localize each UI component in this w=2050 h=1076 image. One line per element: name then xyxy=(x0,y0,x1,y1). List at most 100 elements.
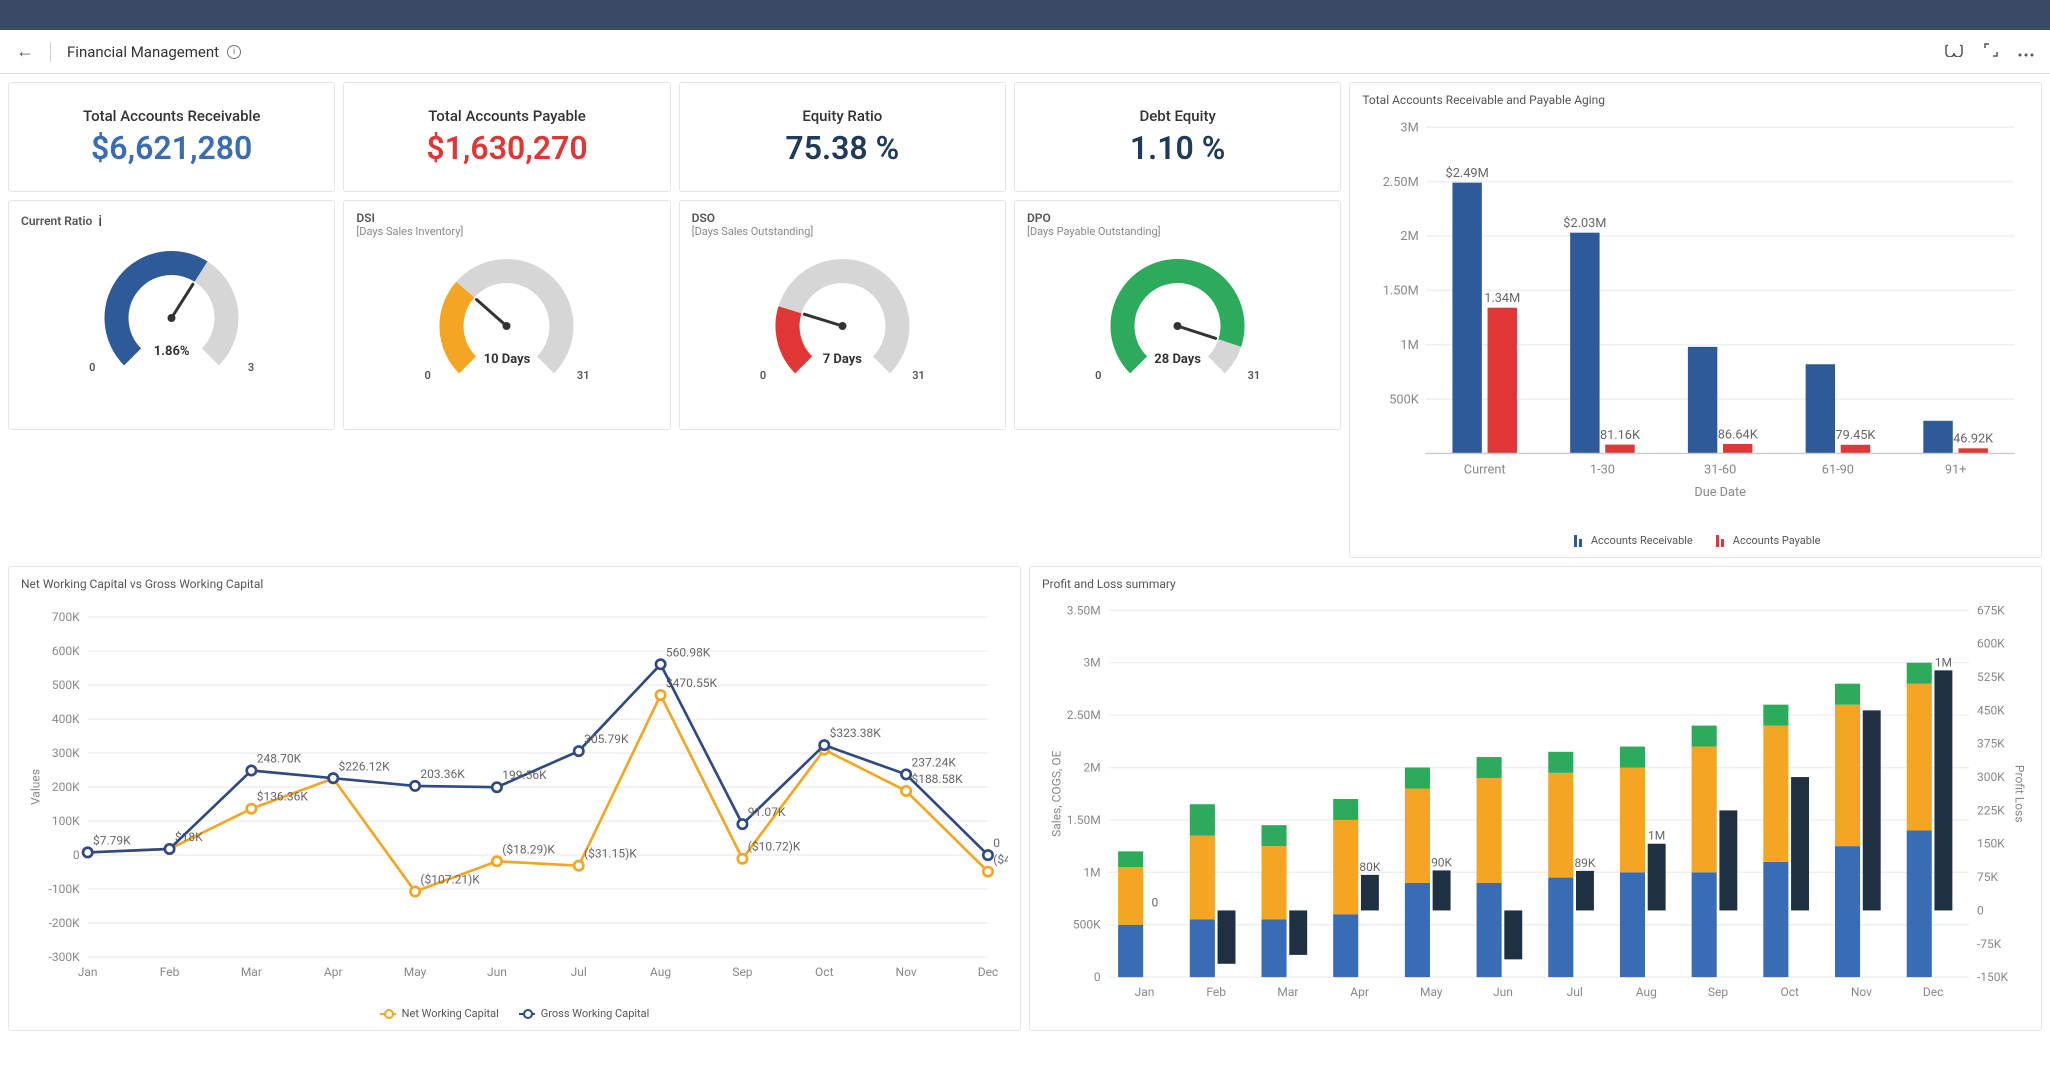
gauge-dso[interactable]: DSO[Days Sales Outstanding]7 Days031 xyxy=(679,200,1006,430)
svg-text:May: May xyxy=(404,965,427,979)
svg-text:Feb: Feb xyxy=(160,965,180,979)
svg-text:237.24K: 237.24K xyxy=(911,756,956,770)
gauge-minmax: 031 xyxy=(424,369,589,382)
info-icon[interactable]: i xyxy=(98,211,102,230)
svg-text:$2.03M: $2.03M xyxy=(1564,216,1607,231)
gauge-sublabel: [Days Sales Outstanding] xyxy=(692,225,993,238)
svg-text:600K: 600K xyxy=(52,644,80,658)
svg-text:305.79K: 305.79K xyxy=(584,732,629,746)
svg-text:$188.58K: $188.58K xyxy=(911,772,963,786)
aging-chart-title: Total Accounts Receivable and Payable Ag… xyxy=(1362,93,2029,107)
svg-text:1.34M: 1.34M xyxy=(1485,291,1521,306)
gauge-value: 10 Days xyxy=(484,352,531,367)
svg-text:Jul: Jul xyxy=(571,965,587,979)
aging-chart: 500K1M1.50M2M2.50M3M$2.49M1.34MCurrent$2… xyxy=(1362,113,2029,524)
svg-text:3.50M: 3.50M xyxy=(1067,604,1101,618)
gauge-sublabel: [Days Payable Outstanding] xyxy=(1027,225,1328,238)
gauge-minmax: 031 xyxy=(760,369,925,382)
svg-text:2.50M: 2.50M xyxy=(1383,175,1419,190)
svg-text:1M: 1M xyxy=(1083,866,1100,880)
kpi-debt-value: 1.10 % xyxy=(1027,129,1328,167)
svg-text:($48.50)K: ($48.50)K xyxy=(993,853,1008,867)
svg-text:Profit Loss: Profit Loss xyxy=(2013,765,2027,823)
kpi-equity-title: Equity Ratio xyxy=(692,107,993,125)
svg-text:248.70K: 248.70K xyxy=(257,752,302,766)
svg-text:3M: 3M xyxy=(1083,656,1100,670)
svg-text:Jan: Jan xyxy=(78,965,98,979)
svg-text:203.36K: 203.36K xyxy=(420,767,465,781)
svg-text:($10.72)K: ($10.72)K xyxy=(748,840,801,854)
more-icon[interactable] xyxy=(2018,42,2034,61)
svg-text:$2.49M: $2.49M xyxy=(1446,166,1489,181)
svg-text:89K: 89K xyxy=(1574,856,1595,870)
working-capital-chart: -300K-200K-100K0100K200K300K400K500K600K… xyxy=(21,597,1008,997)
svg-text:75K: 75K xyxy=(1977,870,1998,884)
svg-text:1M: 1M xyxy=(1648,829,1665,843)
svg-text:200K: 200K xyxy=(52,780,80,794)
gauge-value: 28 Days xyxy=(1154,352,1201,367)
gauge-dpo[interactable]: DPO[Days Payable Outstanding]28 Days031 xyxy=(1014,200,1341,430)
kpi-receivable[interactable]: Total Accounts Receivable $6,621,280 xyxy=(8,82,335,192)
svg-text:Due Date: Due Date xyxy=(1695,485,1747,500)
svg-text:($18.29)K: ($18.29)K xyxy=(502,843,555,857)
svg-text:400K: 400K xyxy=(52,712,80,726)
back-icon[interactable]: ← xyxy=(16,41,34,62)
svg-text:675K: 675K xyxy=(1977,604,2005,618)
svg-text:Apr: Apr xyxy=(1350,985,1369,999)
working-capital-title: Net Working Capital vs Gross Working Cap… xyxy=(21,577,1008,591)
topbar xyxy=(0,0,2050,30)
svg-text:3M: 3M xyxy=(1401,120,1419,135)
kpi-equity[interactable]: Equity Ratio 75.38 % xyxy=(679,82,1006,192)
svg-text:100K: 100K xyxy=(52,814,80,828)
svg-text:79.45K: 79.45K xyxy=(1836,428,1876,443)
svg-text:0: 0 xyxy=(73,848,80,862)
svg-text:600K: 600K xyxy=(1977,637,2005,651)
profit-loss-card[interactable]: Profit and Loss summary 0500K1M1.50M2M2.… xyxy=(1029,566,2042,1031)
svg-text:300K: 300K xyxy=(1977,770,2005,784)
kpi-payable-value: $1,630,270 xyxy=(356,129,657,167)
svg-text:($107.21)K: ($107.21)K xyxy=(420,873,480,887)
svg-text:1.50M: 1.50M xyxy=(1383,284,1419,299)
profit-loss-chart: 0500K1M1.50M2M2.50M3M3.50M-150K-75K075K1… xyxy=(1042,597,2029,1010)
svg-text:560.98K: 560.98K xyxy=(666,646,711,660)
svg-text:$226.12K: $226.12K xyxy=(339,760,391,774)
svg-text:Sep: Sep xyxy=(1708,985,1728,999)
glasses-icon[interactable] xyxy=(1944,42,1964,61)
gauge-value: 7 Days xyxy=(823,352,862,367)
svg-text:Jan: Jan xyxy=(1135,985,1155,999)
svg-text:500K: 500K xyxy=(52,678,80,692)
svg-text:90K: 90K xyxy=(1431,856,1452,870)
svg-text:May: May xyxy=(1420,985,1443,999)
kpi-payable[interactable]: Total Accounts Payable $1,630,270 xyxy=(343,82,670,192)
svg-text:Mar: Mar xyxy=(1277,985,1298,999)
svg-text:1M: 1M xyxy=(1401,338,1419,353)
svg-text:199.56K: 199.56K xyxy=(502,769,547,783)
svg-text:$136.36K: $136.36K xyxy=(257,790,309,804)
svg-text:1M: 1M xyxy=(1935,656,1952,670)
svg-text:$7.79K: $7.79K xyxy=(93,834,131,848)
svg-text:86.64K: 86.64K xyxy=(1718,427,1758,442)
kpi-debt-title: Debt Equity xyxy=(1027,107,1328,125)
svg-text:31-60: 31-60 xyxy=(1704,462,1736,477)
profit-loss-title: Profit and Loss summary xyxy=(1042,577,2029,591)
svg-text:300K: 300K xyxy=(52,746,80,760)
info-icon[interactable]: i xyxy=(227,45,241,59)
gauge-sublabel: [Days Sales Inventory] xyxy=(356,225,657,238)
working-capital-card[interactable]: Net Working Capital vs Gross Working Cap… xyxy=(8,566,1021,1031)
svg-text:Jul: Jul xyxy=(1567,985,1583,999)
fullscreen-icon[interactable] xyxy=(1984,42,1998,61)
working-capital-legend: .swatch-line[style*="#f4a522"]::after{bo… xyxy=(21,1007,1008,1020)
svg-text:500K: 500K xyxy=(1390,392,1420,407)
svg-text:0: 0 xyxy=(1094,970,1101,984)
aging-chart-card[interactable]: Total Accounts Receivable and Payable Ag… xyxy=(1349,82,2042,558)
gauge-label: DSI xyxy=(356,211,375,225)
gauge-dsi[interactable]: DSI[Days Sales Inventory] 10 Days 031 xyxy=(343,200,670,430)
svg-text:($31.15)K: ($31.15)K xyxy=(584,847,637,861)
svg-text:0: 0 xyxy=(993,836,1000,850)
gauge-current_ratio[interactable]: Current Ratioi1.86%03 xyxy=(8,200,335,430)
svg-text:-300K: -300K xyxy=(49,950,81,964)
svg-text:Dec: Dec xyxy=(1923,985,1944,999)
kpi-debt[interactable]: Debt Equity 1.10 % xyxy=(1014,82,1341,192)
svg-text:1.50M: 1.50M xyxy=(1067,813,1101,827)
svg-text:Aug: Aug xyxy=(1636,985,1657,999)
